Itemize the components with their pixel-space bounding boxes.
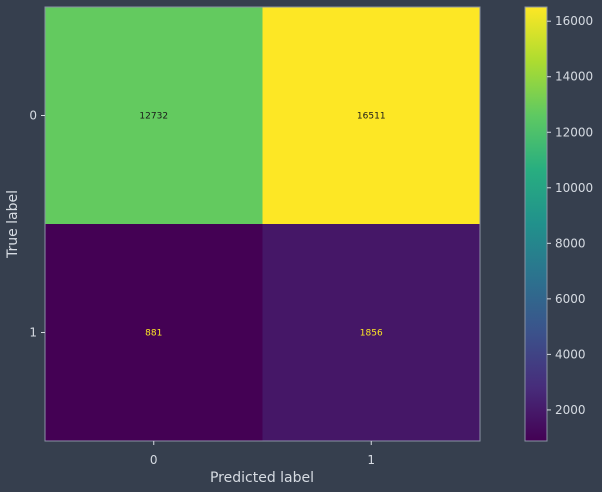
x-tick-label: 1	[367, 453, 375, 467]
colorbar-tick-label: 6000	[555, 292, 586, 306]
y-axis-label: True label	[5, 190, 21, 259]
colorbar-tick-label: 12000	[555, 125, 593, 139]
plot-frame	[44, 6, 481, 442]
cell-value-label: 16511	[357, 112, 386, 122]
cell-value-label: 12732	[139, 112, 168, 122]
heatmap-cells: 12732 16511 881 1856	[45, 7, 480, 441]
colorbar-tick-label: 8000	[555, 236, 586, 250]
y-tick-label: 1	[29, 326, 37, 340]
colorbar-tick-label: 14000	[555, 70, 593, 84]
x-axis-label: Predicted label	[210, 470, 314, 486]
heatmap-cell	[262, 7, 480, 224]
colorbar-tick-label: 16000	[555, 14, 593, 28]
colorbar-tick-label: 2000	[555, 403, 586, 417]
x-tick-label: 0	[150, 453, 158, 467]
cell-value-label: 1856	[360, 329, 383, 339]
colorbar-ticks: 2000 4000 6000 8000 10000 12000 14000 16000	[547, 14, 593, 417]
colorbar-tick-label: 10000	[555, 181, 593, 195]
heatmap-cell	[45, 7, 263, 224]
colorbar-tick-label: 4000	[555, 347, 586, 361]
y-axis-ticks: 01	[29, 109, 45, 340]
y-tick-label: 0	[29, 109, 37, 123]
colorbar	[524, 6, 548, 442]
heatmap-cell	[262, 224, 480, 441]
heatmap-cell	[45, 224, 263, 441]
cell-value-label: 881	[145, 329, 162, 339]
